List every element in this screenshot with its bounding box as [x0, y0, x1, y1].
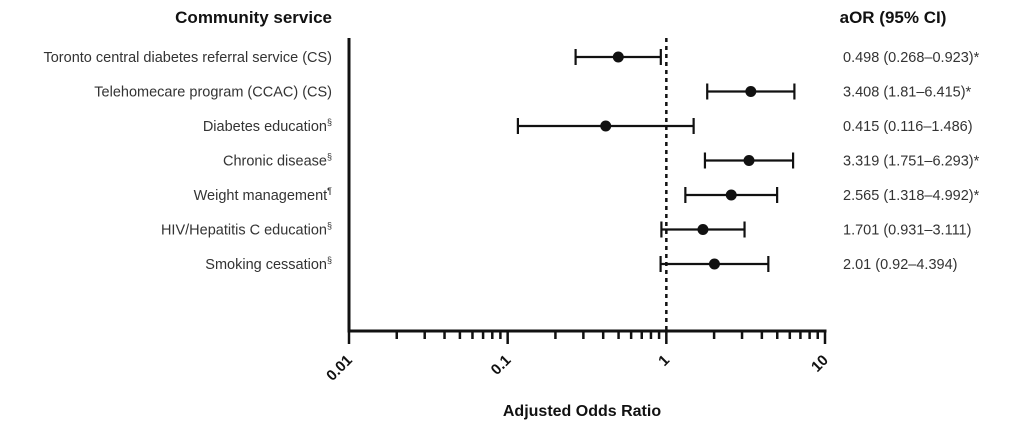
point-estimate [612, 51, 624, 63]
row-annotation: 3.408 (1.81–6.415)* [843, 85, 972, 101]
point-estimate [600, 120, 612, 132]
right-header: aOR (95% CI) [840, 8, 947, 27]
row-label: HIV/Hepatitis C education§ [161, 221, 332, 239]
forest-row: Smoking cessation§ 2.01 (0.92–4.394) [205, 255, 957, 273]
forest-row: HIV/Hepatitis C education§ 1.701 (0.931–3… [161, 221, 972, 239]
row-label: Diabetes education§ [203, 117, 332, 135]
forest-row: Toronto central diabetes referral servic… [43, 49, 980, 66]
point-estimate [708, 258, 720, 270]
x-tick-label: 0.01 [323, 352, 356, 385]
row-label: Weight management¶ [194, 186, 333, 204]
point-estimate [743, 155, 755, 166]
row-annotation: 3.319 (1.751–6.293)* [843, 154, 980, 170]
row-label: Telehomecare program (CCAC) (CS) [94, 85, 332, 101]
row-label: Toronto central diabetes referral servic… [43, 50, 332, 66]
row-annotation: 2.01 (0.92–4.394) [843, 257, 957, 273]
row-annotation: 1.701 (0.931–3.111) [843, 223, 971, 239]
row-annotation: 0.498 (0.268–0.923)* [843, 50, 980, 66]
forest-row: Weight management¶ 2.565 (1.318–4.992)* [194, 186, 980, 204]
x-tick-label: 0.1 [488, 352, 515, 379]
point-estimate [697, 224, 709, 235]
row-annotation: 2.565 (1.318–4.992)* [843, 188, 980, 204]
x-tick-label: 10 [808, 352, 832, 376]
x-axis-label: Adjusted Odds Ratio [503, 403, 661, 420]
forest-row: Diabetes education§ 0.415 (0.116–1.486) [203, 117, 973, 135]
x-tick-label: 1 [655, 352, 673, 370]
rows: Toronto central diabetes referral servic… [43, 49, 980, 273]
row-label: Chronic disease§ [223, 152, 332, 170]
left-header: Community service [175, 8, 332, 27]
row-label: Smoking cessation§ [205, 255, 332, 273]
point-estimate [725, 189, 737, 201]
forest-row: Telehomecare program (CCAC) (CS) 3.408 (1… [94, 83, 972, 101]
forest-row: Chronic disease§ 3.319 (1.751–6.293)* [223, 152, 980, 170]
row-annotation: 0.415 (0.116–1.486) [843, 119, 973, 135]
point-estimate [745, 86, 757, 97]
